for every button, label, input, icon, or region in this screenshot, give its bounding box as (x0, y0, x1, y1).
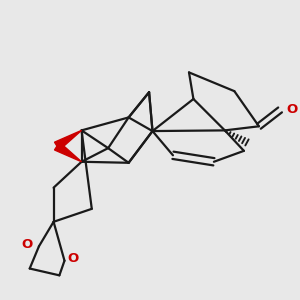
Text: O: O (68, 252, 79, 265)
Polygon shape (55, 142, 82, 162)
Text: O: O (287, 103, 298, 116)
Text: O: O (22, 238, 33, 251)
Polygon shape (55, 130, 82, 150)
